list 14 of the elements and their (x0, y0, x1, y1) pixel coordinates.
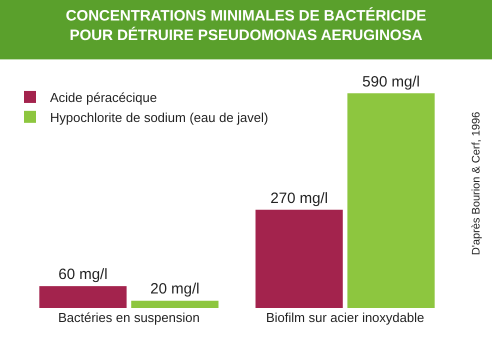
data-label: 60 mg/l (58, 266, 108, 284)
chart-title: CONCENTRATIONS MINIMALES DE BACTÉRICIDE POUR DÉTRUIRE PSEUDOMONAS AERUGINOSA (66, 6, 426, 44)
legend-label: Acide péracécique (50, 90, 157, 106)
bar (256, 210, 343, 308)
data-label: 20 mg/l (150, 280, 200, 298)
bar (39, 286, 127, 308)
text: D'après Bourion & Cerf, 1996 (470, 112, 483, 256)
x-tick-label: Biofilm sur acier inoxydable (266, 310, 424, 325)
data-label: 270 mg/l (270, 190, 328, 207)
bar (131, 300, 218, 308)
legend-label: Hypochlorite de sodium (eau de javel) (50, 110, 268, 125)
x-tick-label: Bactéries en suspension (58, 310, 200, 325)
bar (347, 93, 435, 308)
data-label: 590 mg/l (362, 73, 420, 90)
